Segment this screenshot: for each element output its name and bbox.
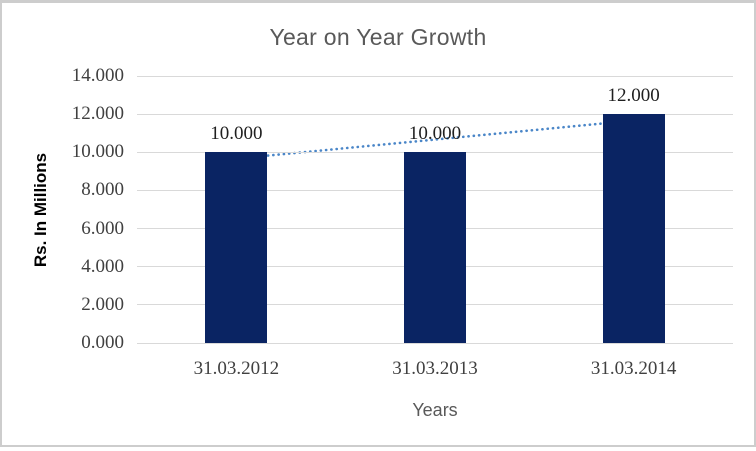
y-axis-tick-label: 8.000	[81, 179, 124, 201]
y-axis-tick-label: 4.000	[81, 255, 124, 277]
x-axis-category-label: 31.03.2014	[590, 358, 677, 379]
bar-data-label: 10.000	[210, 123, 263, 145]
x-axis-category-label: 31.03.2013	[392, 358, 478, 379]
bar	[602, 114, 665, 343]
bar-data-label: 12.000	[607, 85, 660, 107]
x-axis-category-label: 31.03.2012	[193, 358, 280, 379]
y-axis-tick-label: 2.000	[81, 293, 124, 315]
y-axis-tick-label: 10.000	[71, 141, 124, 163]
x-axis-title: Years	[412, 400, 458, 420]
y-axis-tick-label: 6.000	[81, 217, 124, 239]
y-axis-tick-label: 14.000	[71, 65, 124, 86]
gridline	[137, 75, 733, 77]
y-axis-tick-label: 0.000	[81, 332, 124, 353]
gridline	[137, 113, 733, 115]
bar	[404, 152, 466, 343]
bar-data-label: 10.000	[408, 123, 462, 145]
chart-title: Year on Year Growth	[269, 24, 487, 50]
bar	[205, 152, 268, 343]
y-axis-tick-label: 12.000	[71, 103, 124, 125]
gridline	[137, 342, 733, 344]
